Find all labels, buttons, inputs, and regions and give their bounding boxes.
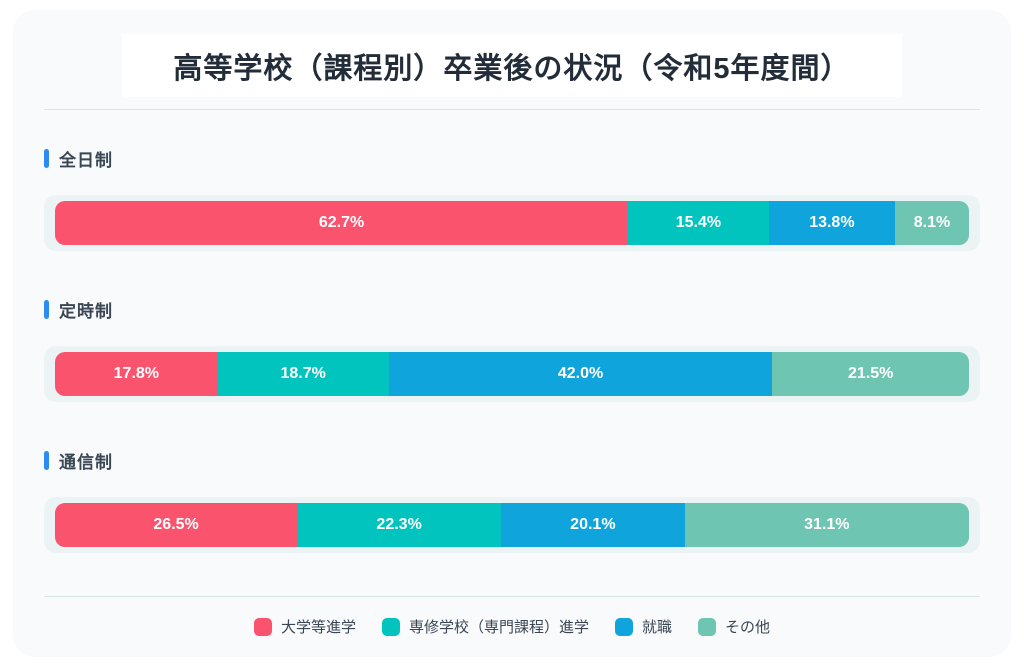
bar-segment: 26.5% xyxy=(55,503,298,547)
bottom-divider xyxy=(44,596,980,597)
segment-value: 42.0% xyxy=(557,365,604,382)
segment-value: 15.4% xyxy=(675,214,722,231)
legend-swatch-blue xyxy=(615,617,633,636)
legend-item: 就職 xyxy=(615,616,672,637)
bar-track: 26.5% 22.3% 20.1% 31.1% xyxy=(44,497,980,553)
legend-label: 就職 xyxy=(642,619,673,636)
section-heading: 全日制 xyxy=(44,146,980,171)
legend-label: 専修学校（専門課程）進学 xyxy=(408,619,589,636)
accent-bar-icon xyxy=(44,149,49,168)
section-label: 全日制 xyxy=(59,151,113,170)
bar-segment: 8.1% xyxy=(894,201,969,245)
segment-value: 22.3% xyxy=(376,516,422,533)
bar-segment: 62.7% xyxy=(55,201,629,245)
title-box: 高等学校（課程別）卒業後の状況（令和5年度間） xyxy=(122,34,902,97)
segment-value: 17.8% xyxy=(113,365,160,382)
bar-segment: 42.0% xyxy=(388,352,773,396)
stacked-bar: 17.8% 18.7% 42.0% 21.5% xyxy=(55,352,969,396)
section-teijisei: 定時制 17.8% 18.7% 42.0% 21.5% xyxy=(44,297,980,402)
segment-value: 62.7% xyxy=(318,214,365,231)
top-divider xyxy=(44,109,980,110)
legend: 大学等進学 専修学校（専門課程）進学 就職 その他 xyxy=(13,616,1011,637)
legend-item: その他 xyxy=(698,616,770,637)
chart-card: 高等学校（課程別）卒業後の状況（令和5年度間） 全日制 62.7% 15.4% … xyxy=(13,10,1011,657)
section-heading: 通信制 xyxy=(44,448,980,473)
segment-value: 26.5% xyxy=(153,516,199,533)
section-label: 定時制 xyxy=(59,302,113,321)
legend-item: 大学等進学 xyxy=(253,616,356,637)
stacked-bar: 26.5% 22.3% 20.1% 31.1% xyxy=(55,503,969,547)
segment-value: 31.1% xyxy=(804,516,850,533)
bar-segment: 21.5% xyxy=(772,352,969,396)
segment-value: 18.7% xyxy=(280,365,326,382)
accent-bar-icon xyxy=(44,451,49,470)
bar-segment: 17.8% xyxy=(55,352,218,396)
bar-track: 17.8% 18.7% 42.0% 21.5% xyxy=(44,346,980,402)
bar-segment: 13.8% xyxy=(768,201,895,245)
segment-value: 8.1% xyxy=(913,214,951,231)
legend-label: 大学等進学 xyxy=(280,619,356,636)
legend-item: 専修学校（専門課程）進学 xyxy=(381,616,589,637)
accent-bar-icon xyxy=(44,300,49,319)
stacked-bar: 62.7% 15.4% 13.8% 8.1% xyxy=(55,201,969,245)
segment-value: 13.8% xyxy=(809,214,855,231)
bar-segment: 20.1% xyxy=(501,503,685,547)
bar-segment: 15.4% xyxy=(628,201,769,245)
segment-value: 21.5% xyxy=(848,365,894,382)
legend-swatch-pink xyxy=(253,617,272,636)
segment-value: 20.1% xyxy=(570,516,616,533)
legend-swatch-green xyxy=(698,617,717,636)
bar-track: 62.7% 15.4% 13.8% 8.1% xyxy=(44,195,980,251)
section-zennichisei: 全日制 62.7% 15.4% 13.8% 8.1% xyxy=(44,146,980,251)
section-tsushinsei: 通信制 26.5% 22.3% 20.1% 31.1% xyxy=(44,448,980,553)
section-heading: 定時制 xyxy=(44,297,980,322)
section-label: 通信制 xyxy=(59,453,113,472)
bar-segment: 18.7% xyxy=(217,352,389,396)
legend-swatch-teal xyxy=(381,617,400,636)
bar-segment: 31.1% xyxy=(684,503,969,547)
page-title: 高等学校（課程別）卒業後の状況（令和5年度間） xyxy=(173,52,851,85)
legend-label: その他 xyxy=(725,619,771,636)
bar-segment: 22.3% xyxy=(297,503,502,547)
